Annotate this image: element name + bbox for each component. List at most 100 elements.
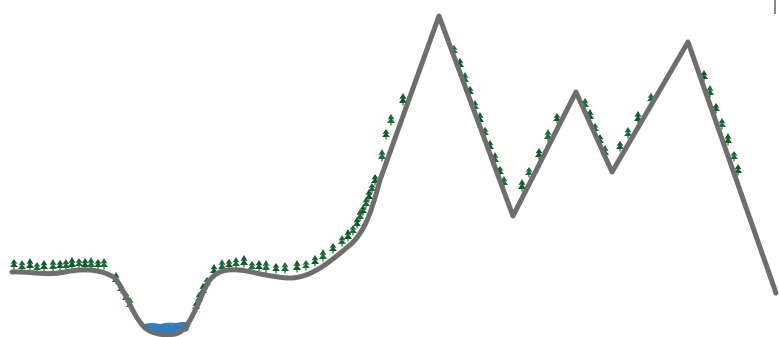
pine-tree-trunk [528, 174, 530, 178]
pine-tree-trunk [365, 205, 367, 209]
pine-tree-icon [624, 127, 632, 136]
pine-tree-trunk [235, 265, 237, 269]
pine-tree-icon [724, 133, 732, 143]
pine-tree-trunk [43, 268, 45, 272]
pine-tree-icon [18, 260, 26, 269]
pine-tree-trunk [721, 126, 723, 130]
pine-tree-icon [338, 235, 346, 244]
pine-tree-trunk [332, 250, 334, 254]
pine-tree-trunk [341, 243, 343, 247]
pine-tree-trunk [71, 266, 73, 270]
pine-tree-trunk [275, 270, 277, 274]
pine-tree-icon [225, 259, 233, 267]
pine-tree-trunk [547, 138, 549, 142]
pine-tree-trunk [368, 198, 370, 202]
pine-tree-icon [553, 113, 561, 121]
pine-tree-icon [272, 263, 280, 271]
pine-tree-trunk [258, 268, 260, 272]
pine-tree-trunk [322, 258, 324, 262]
pine-tree-icon [518, 179, 526, 189]
pine-tree-trunk [556, 120, 558, 124]
terrain-profile-line [9, 13, 779, 337]
pine-tree-icon [371, 174, 379, 183]
pine-tree-trunk [737, 172, 739, 176]
pine-tree-trunk [359, 218, 361, 222]
pine-tree-trunk [637, 120, 639, 124]
pine-tree-icon [68, 257, 76, 267]
pine-tree-icon [10, 259, 18, 267]
pine-tree-icon [525, 167, 533, 175]
pine-tree-icon [210, 264, 218, 273]
pine-tree-trunk [347, 238, 349, 242]
pine-tree-trunk [52, 268, 54, 272]
pine-tree-icon [62, 259, 70, 268]
pine-tree-icon [311, 255, 319, 264]
pine-tree-trunk [715, 110, 717, 114]
pine-tree-trunk [521, 188, 523, 192]
pine-tree-icon [293, 260, 301, 270]
pine-tree-icon [75, 258, 83, 266]
pine-tree-icon [255, 260, 263, 269]
pine-tree-trunk [733, 158, 735, 162]
pine-tree-trunk [371, 190, 373, 194]
pine-tree-trunk [727, 142, 729, 146]
pine-tree-icon [33, 262, 41, 270]
pine-tree-trunk [13, 266, 15, 270]
pine-tree-trunk [59, 267, 61, 271]
pine-tree-icon [378, 149, 386, 159]
pine-tree-icon [302, 260, 310, 268]
pine-tree-trunk [385, 136, 387, 140]
pine-tree-trunk [703, 78, 705, 82]
pine-tree-trunk [78, 265, 80, 269]
pine-tree-icon [329, 243, 337, 251]
pine-tree-icon [734, 164, 742, 173]
pine-tree-trunk [402, 102, 404, 106]
pine-tree-icon [81, 258, 89, 267]
pine-tree-trunk [627, 135, 629, 139]
pine-tree-icon [544, 129, 552, 139]
pine-tree-icon [382, 129, 390, 137]
pine-tree-trunk [390, 122, 392, 126]
pine-tree-trunk [356, 225, 358, 229]
pine-tree-icon [240, 255, 248, 265]
pine-tree-trunk [362, 212, 364, 216]
pine-tree-trunk [709, 94, 711, 98]
pine-tree-icon [218, 259, 226, 269]
pine-tree-trunk [374, 182, 376, 186]
pine-tree-icon [362, 197, 370, 206]
pine-tree-trunk [265, 269, 267, 273]
pine-tree-icon [87, 257, 95, 267]
pine-tree-trunk [29, 267, 31, 271]
pine-tree-icon [359, 205, 367, 213]
pine-tree-trunk [538, 156, 540, 160]
pine-tree-trunk [619, 148, 621, 152]
pine-tree-icon [100, 258, 108, 267]
pine-tree-trunk [97, 266, 99, 270]
pine-tree-trunk [314, 263, 316, 267]
pine-tree-icon [349, 225, 357, 233]
pine-tree-icon [356, 209, 364, 219]
pine-tree-icon [634, 111, 642, 121]
pine-tree-trunk [352, 232, 354, 236]
pine-tree-trunk [296, 269, 298, 273]
pine-tree-trunk [103, 266, 105, 270]
pine-tree-icon [730, 151, 738, 159]
pine-tree-trunk [305, 267, 307, 271]
pine-tree-trunk [381, 158, 383, 162]
pine-tree-icon [49, 259, 57, 269]
pine-tree-icon [344, 229, 352, 239]
pine-tree-trunk [65, 267, 67, 271]
pine-tree-icon [368, 183, 376, 191]
pine-tree-icon [399, 93, 407, 103]
pine-tree-icon [616, 141, 624, 149]
pine-tree-icon [262, 260, 270, 270]
pine-tree-trunk [284, 270, 286, 274]
pine-tree-icon [94, 259, 102, 267]
pine-tree-icon [353, 217, 361, 226]
pine-tree-icon [40, 260, 48, 269]
pine-tree-trunk [243, 264, 245, 268]
pine-tree-icon [281, 262, 289, 271]
pine-tree-icon [319, 249, 327, 259]
